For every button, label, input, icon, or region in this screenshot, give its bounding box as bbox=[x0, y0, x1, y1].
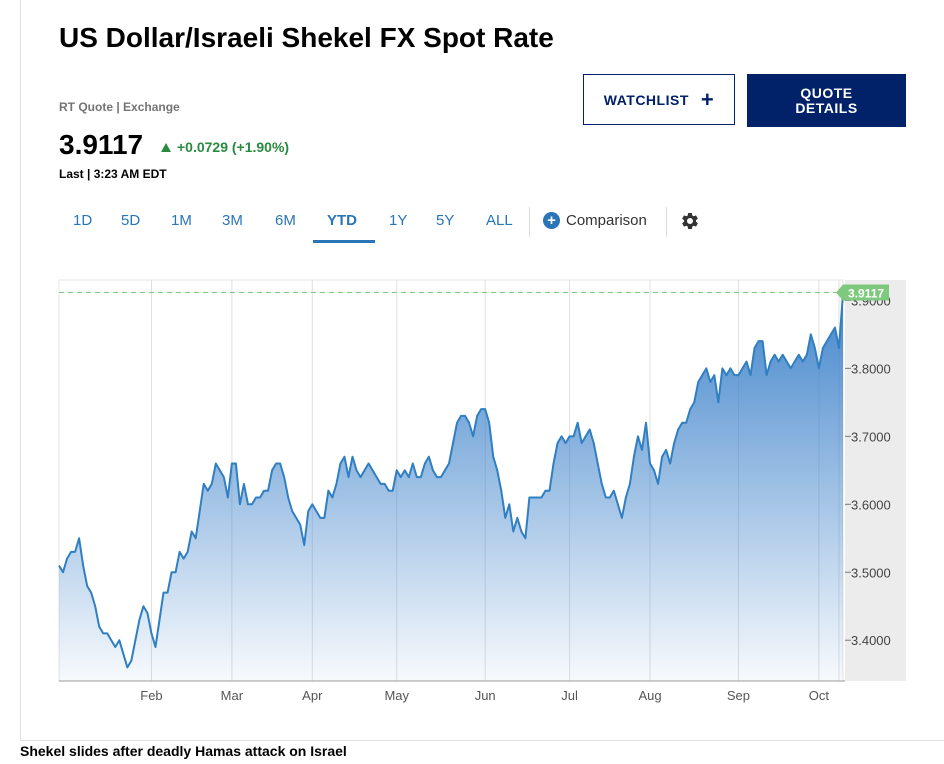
gear-icon[interactable] bbox=[680, 211, 700, 231]
price-change-value: +0.0729 (+1.90%) bbox=[177, 139, 290, 155]
x-tick-label: Sep bbox=[727, 688, 750, 703]
chart-caption: Shekel slides after deadly Hamas attack … bbox=[20, 743, 347, 759]
quote-source: RT Quote | Exchange bbox=[59, 100, 180, 114]
active-tab-indicator bbox=[313, 240, 375, 243]
tab-ytd[interactable]: YTD bbox=[327, 212, 357, 229]
last-trade-time: Last | 3:23 AM EDT bbox=[59, 167, 167, 181]
tab-all[interactable]: ALL bbox=[486, 212, 513, 229]
x-tick-label: Jul bbox=[561, 688, 578, 703]
last-price: 3.9117 bbox=[59, 129, 144, 160]
last-price-badge-label: 3.9117 bbox=[848, 286, 884, 300]
y-tick-label: 3.5000 bbox=[851, 565, 891, 580]
x-tick-label: Oct bbox=[809, 688, 830, 703]
tab-divider bbox=[666, 207, 667, 237]
x-tick-label: May bbox=[384, 688, 409, 703]
tab-1y[interactable]: 1Y bbox=[389, 212, 408, 229]
plus-icon: + bbox=[700, 86, 715, 112]
watchlist-button[interactable]: WATCHLIST + bbox=[583, 74, 735, 125]
x-tick-label: Apr bbox=[302, 688, 323, 703]
x-tick-label: Jun bbox=[475, 688, 496, 703]
x-tick-label: Mar bbox=[221, 688, 244, 703]
y-tick-label: 3.7000 bbox=[851, 429, 891, 444]
quote-details-label-1: QUOTE bbox=[800, 84, 853, 101]
tab-3m[interactable]: 3M bbox=[222, 212, 243, 229]
x-tick-label: Feb bbox=[140, 688, 162, 703]
price-chart: Feb Mar Apr May Jun Jul Aug Sep Oct 3.4000 3.5000 3… bbox=[58, 279, 906, 703]
watchlist-label: WATCHLIST bbox=[603, 91, 689, 108]
frame-bottom-border bbox=[20, 740, 944, 741]
last-price-badge bbox=[836, 284, 889, 301]
up-arrow-icon bbox=[161, 142, 171, 152]
tab-1m[interactable]: 1M bbox=[171, 212, 192, 229]
series-line bbox=[58, 293, 844, 669]
y-tick-label: 3.6000 bbox=[851, 497, 891, 512]
tab-1d[interactable]: 1D bbox=[73, 212, 93, 229]
comparison-button[interactable]: + Comparison bbox=[543, 212, 647, 229]
tab-6m[interactable]: 6M bbox=[275, 212, 296, 229]
price-change: +0.0729 (+1.90%) bbox=[161, 139, 289, 155]
quote-details-button[interactable]: QUOTE DETAILS bbox=[747, 74, 906, 127]
frame-left-border bbox=[20, 0, 21, 740]
tab-divider bbox=[529, 207, 530, 237]
add-circle-icon: + bbox=[543, 212, 560, 229]
x-tick-label: Aug bbox=[638, 688, 661, 703]
tab-5y[interactable]: 5Y bbox=[436, 212, 455, 229]
area-fill bbox=[59, 293, 843, 681]
y-tick-label: 3.4000 bbox=[851, 633, 891, 648]
comparison-label: Comparison bbox=[566, 212, 647, 229]
tab-5d[interactable]: 5D bbox=[121, 212, 141, 229]
quote-details-label-2: DETAILS bbox=[795, 99, 858, 116]
y-tick-label: 3.8000 bbox=[851, 361, 891, 376]
page-title: US Dollar/Israeli Shekel FX Spot Rate bbox=[59, 22, 554, 53]
y-axis-panel bbox=[845, 280, 906, 681]
